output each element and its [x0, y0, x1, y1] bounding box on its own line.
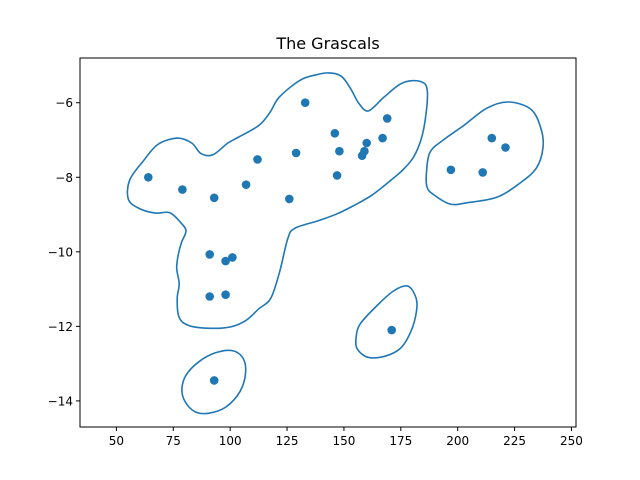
- data-point: [221, 256, 230, 266]
- data-point: [362, 138, 372, 148]
- data-point: [178, 185, 187, 194]
- data-point: [285, 194, 294, 204]
- y-axis-ticks: −14 −12 −10 −8 −6: [48, 96, 80, 408]
- data-point: [382, 114, 392, 123]
- plot-frame: [79, 57, 577, 428]
- x-tick-label: 225: [503, 434, 526, 448]
- data-point: [209, 376, 219, 385]
- data-point: [221, 290, 230, 300]
- x-tick-label: 100: [219, 434, 242, 448]
- x-tick-label: 175: [389, 434, 412, 448]
- data-point: [209, 193, 219, 203]
- data-point: [332, 171, 342, 180]
- data-point: [487, 133, 497, 143]
- data-point: [360, 146, 369, 156]
- data-point: [501, 143, 510, 152]
- data-point: [253, 155, 262, 164]
- data-point: [330, 129, 340, 138]
- x-axis-ticks: 50 75 100 125 150 175 200 225 250: [109, 427, 583, 448]
- contour-1: [126, 72, 429, 330]
- x-tick-label: 125: [276, 434, 299, 448]
- data-point: [478, 168, 488, 177]
- chart-title: The Grascals: [275, 34, 379, 53]
- data-point: [144, 173, 153, 182]
- density-contours: [126, 72, 545, 415]
- data-point: [228, 253, 237, 262]
- y-tick-label: −10: [48, 245, 73, 259]
- contour-2: [425, 101, 545, 206]
- data-points: [144, 98, 510, 385]
- data-point: [446, 165, 456, 175]
- x-tick-label: 50: [109, 434, 124, 448]
- y-tick-label: −12: [48, 320, 73, 334]
- data-point: [335, 146, 344, 156]
- y-tick-label: −14: [48, 394, 73, 408]
- data-point: [205, 292, 214, 301]
- data-point: [205, 250, 214, 259]
- contour-4: [181, 349, 247, 415]
- data-point: [300, 98, 310, 107]
- data-point: [378, 133, 387, 143]
- contour-3: [354, 285, 418, 359]
- x-tick-label: 75: [166, 434, 181, 448]
- x-tick-label: 150: [332, 434, 355, 448]
- data-point: [291, 148, 301, 158]
- x-tick-label: 250: [560, 434, 583, 448]
- y-tick-label: −6: [55, 96, 73, 110]
- data-point: [387, 325, 397, 335]
- data-point: [241, 180, 251, 189]
- y-tick-label: −8: [55, 171, 73, 185]
- x-tick-label: 200: [446, 434, 469, 448]
